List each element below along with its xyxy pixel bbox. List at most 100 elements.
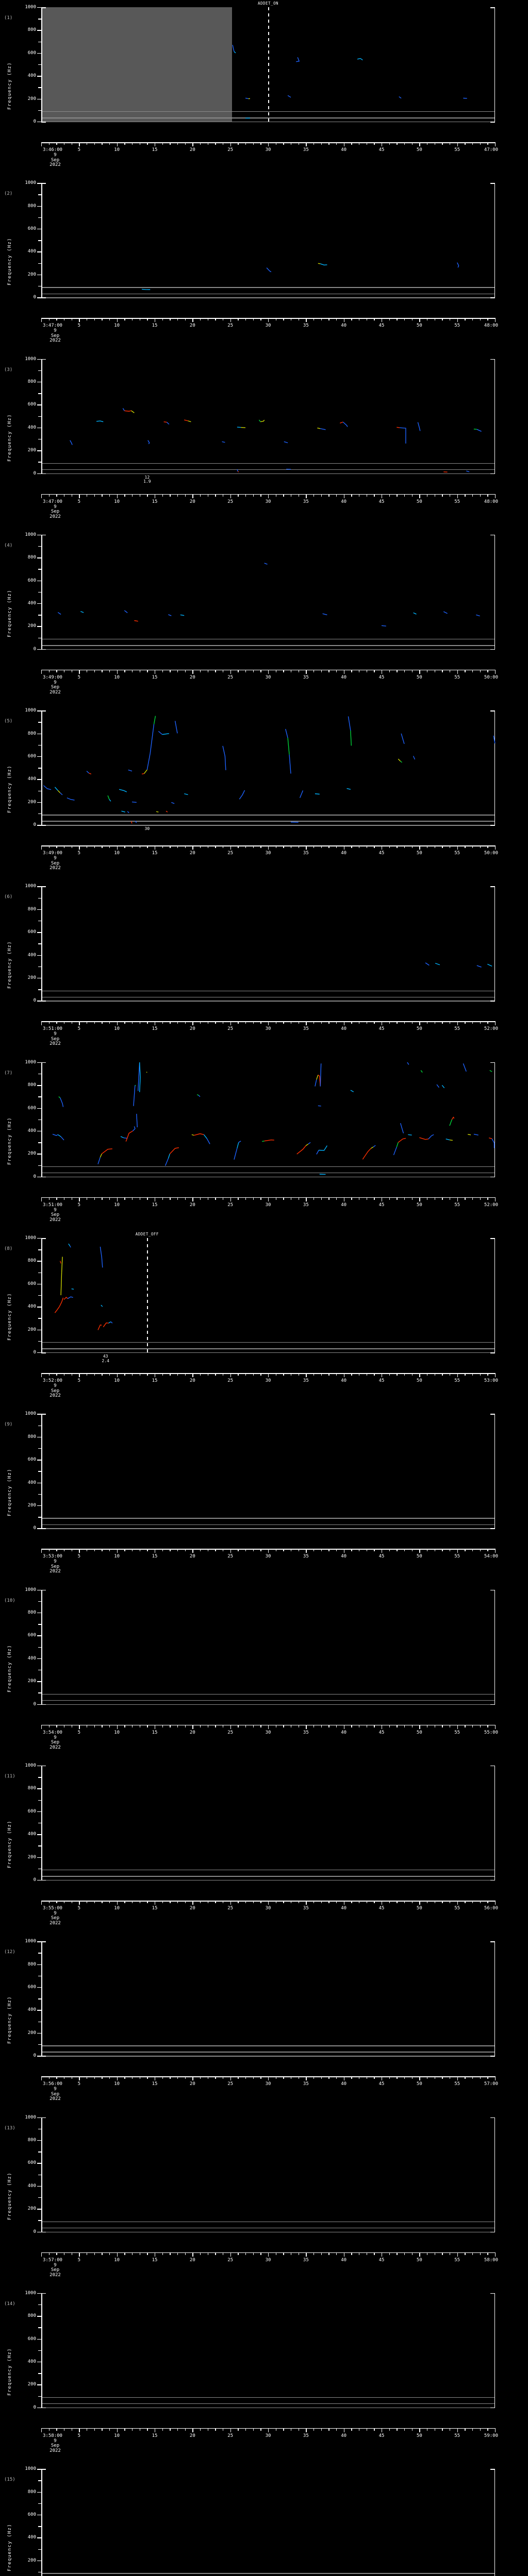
spectrogram-panel: (13) Frequency (Hz) 0 200 400 600 800 1000 3:57:… [0, 2110, 528, 2286]
y-tick [38, 2480, 41, 2481]
frame-cap [41, 649, 46, 650]
x-tick-label: 58:00 [484, 2257, 498, 2263]
x-tick-label: 15 [152, 499, 158, 504]
contour-trace [441, 1084, 445, 1088]
frame-cap [41, 122, 46, 123]
x-tick [268, 142, 269, 146]
x-tick [245, 318, 246, 321]
x-tick [230, 669, 232, 674]
x-tick [162, 142, 163, 145]
x-tick [260, 1197, 261, 1200]
x-tick [487, 845, 488, 849]
x-tick-label: 25 [227, 2433, 234, 2438]
y-axis-title: Frequency (Hz) [7, 62, 12, 110]
contour-trace [397, 427, 400, 428]
x-tick [457, 1021, 458, 1026]
x-tick-label: 25 [227, 2081, 234, 2087]
y-tick-label: 200 [27, 448, 36, 453]
contour-trace [59, 1261, 61, 1264]
x-tick [132, 1549, 133, 1552]
y-tick [38, 2197, 41, 2198]
panel-index-label: (15) [4, 2477, 15, 2483]
x-tick-label: 3:51:00 [43, 1202, 62, 1208]
x-tick [495, 845, 496, 850]
panel-annotation: 12 1.9 [143, 474, 151, 484]
x-tick [268, 2076, 269, 2081]
y-tick [38, 2304, 41, 2306]
frame-cap [41, 2117, 46, 2119]
x-tick [404, 1900, 405, 1903]
contour-trace [476, 965, 482, 968]
x-tick [404, 2076, 405, 2079]
y-tick-label: 200 [27, 623, 36, 629]
x-tick-label: 5 [77, 147, 81, 152]
frame-cap [490, 2231, 495, 2233]
x-tick-label: 3:51:00 [43, 1026, 62, 1032]
y-tick [38, 2503, 41, 2504]
x-tick [48, 318, 50, 321]
y-tick-label: 400 [27, 1480, 36, 1485]
y-tick-label: 0 [33, 1701, 36, 1707]
y-tick-label: 800 [27, 379, 36, 384]
y-tick [37, 450, 41, 451]
x-tick [94, 2428, 95, 2431]
contour-trace [493, 735, 496, 744]
date-stack-label: 9 Sep 2022 [50, 1383, 61, 1399]
x-tick [117, 2428, 118, 2432]
x-tick-label: 15 [152, 1202, 158, 1208]
x-tick [117, 318, 118, 323]
x-tick [389, 845, 390, 849]
contour-trace [357, 58, 363, 61]
frame-cap [41, 710, 46, 711]
contour-trace [489, 1070, 492, 1072]
contour-trace [348, 716, 351, 731]
y-tick-label: 600 [27, 1105, 36, 1111]
x-tick [321, 1373, 322, 1376]
x-tick-label: 10 [114, 323, 120, 329]
guide-line [41, 2045, 495, 2046]
y-tick [37, 1352, 41, 1353]
y-tick-label: 800 [27, 2313, 36, 2319]
x-tick [162, 669, 163, 672]
x-tick [389, 1373, 390, 1376]
x-tick [124, 1197, 125, 1200]
contour-trace [127, 811, 129, 814]
contour-trace [316, 1074, 319, 1080]
contour-trace [487, 964, 492, 967]
y-axis-title: Frequency (Hz) [7, 1820, 12, 1869]
x-tick [328, 1373, 329, 1376]
y-tick [37, 1857, 41, 1858]
guide-line [41, 469, 495, 470]
plot-frame-right [494, 710, 495, 825]
y-tick-label: 1000 [25, 1059, 36, 1065]
x-tick [336, 1021, 337, 1024]
x-tick-label: 45 [378, 1554, 385, 1560]
contour-trace [373, 1145, 376, 1147]
y-tick [38, 2549, 41, 2550]
date-stack-label: 9 Sep 2022 [50, 328, 61, 344]
x-tick [389, 2428, 390, 2431]
spectrogram-panel: (10) Frequency (Hz) 0 200 400 600 800 1000 3:54:… [0, 1583, 528, 1758]
x-tick-label: 25 [227, 1730, 234, 1735]
y-tick [37, 297, 41, 298]
x-tick [404, 142, 405, 145]
contour-trace [436, 1084, 440, 1088]
x-tick-label: 40 [341, 147, 347, 152]
contour-trace [60, 1097, 64, 1107]
contour-trace [419, 1137, 429, 1140]
contour-trace [412, 756, 416, 760]
x-tick [200, 494, 201, 497]
y-tick-label: 800 [27, 2489, 36, 2495]
x-tick-label: 55 [454, 147, 460, 152]
x-tick-label: 5 [77, 1202, 81, 1208]
x-tick [192, 1724, 193, 1729]
x-tick [480, 494, 481, 497]
contour-trace [163, 421, 167, 422]
x-tick-label: 40 [341, 323, 347, 329]
x-tick [56, 494, 57, 497]
x-tick-label: 15 [152, 1378, 158, 1384]
contour-trace [206, 1138, 210, 1144]
x-tick [283, 1724, 284, 1727]
x-tick [200, 142, 201, 145]
x-tick-label: 59:00 [484, 2433, 498, 2438]
